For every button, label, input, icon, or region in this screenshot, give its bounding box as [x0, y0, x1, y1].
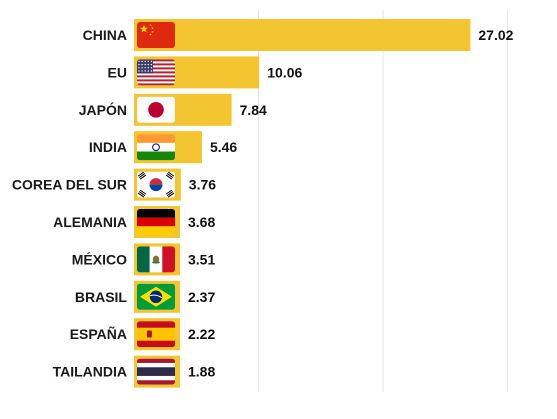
value-label: 10.06 — [267, 64, 302, 80]
value-label: 2.37 — [188, 289, 215, 305]
category-label: ALEMANIA — [53, 214, 127, 230]
bar-row: JAPÓN 7.84 — [79, 93, 267, 126]
bar-row: TAILANDIA 1.88 — [53, 355, 215, 388]
thailand-flag-icon — [137, 358, 175, 385]
bar-row: MÉXICO 3.51 — [72, 243, 215, 276]
mexico-flag-icon — [137, 246, 175, 273]
value-label: 5.46 — [210, 139, 237, 155]
category-label: EU — [108, 64, 127, 80]
bar-row: ALEMANIA 3.68 — [53, 206, 215, 238]
category-label: INDIA — [89, 139, 127, 155]
bar-row: BRASIL 2.37 — [75, 280, 215, 313]
bar-row: ESPAÑA 2.22 — [70, 318, 215, 351]
china-flag-icon — [137, 22, 175, 48]
japan-flag-icon — [137, 96, 175, 123]
brazil-flag-icon — [137, 283, 175, 310]
bar-row: EU 10.06 — [108, 56, 302, 89]
usa-flag-icon — [137, 59, 175, 86]
value-label: 1.88 — [188, 364, 215, 380]
bar-row: INDIA 5.46 — [89, 131, 237, 164]
value-label: 7.84 — [240, 102, 267, 118]
south-korea-flag-icon — [137, 171, 175, 198]
bar-row: CHINA 27.02 — [83, 19, 514, 51]
value-label: 2.22 — [188, 326, 215, 342]
value-label: 3.76 — [189, 177, 216, 193]
category-label: TAILANDIA — [53, 364, 127, 380]
category-label: BRASIL — [75, 289, 128, 305]
spain-flag-icon — [137, 321, 175, 348]
category-label: ESPAÑA — [70, 325, 127, 342]
category-label: JAPÓN — [79, 101, 127, 118]
value-label: 3.51 — [188, 251, 215, 267]
india-flag-icon — [137, 134, 175, 161]
category-label: CHINA — [83, 27, 127, 43]
value-label: 27.02 — [478, 27, 513, 43]
category-label: MÉXICO — [72, 251, 127, 267]
germany-flag-icon — [137, 209, 175, 235]
bar-rows: CHINA 27.02 EU 10.06 JAPÓN 7.84 INDIA 5.46 COREA… — [12, 19, 514, 388]
bar-row: COREA DEL SUR 3.76 — [12, 168, 216, 201]
category-label: COREA DEL SUR — [12, 177, 127, 193]
bar — [134, 19, 471, 51]
value-label: 3.68 — [188, 214, 215, 230]
